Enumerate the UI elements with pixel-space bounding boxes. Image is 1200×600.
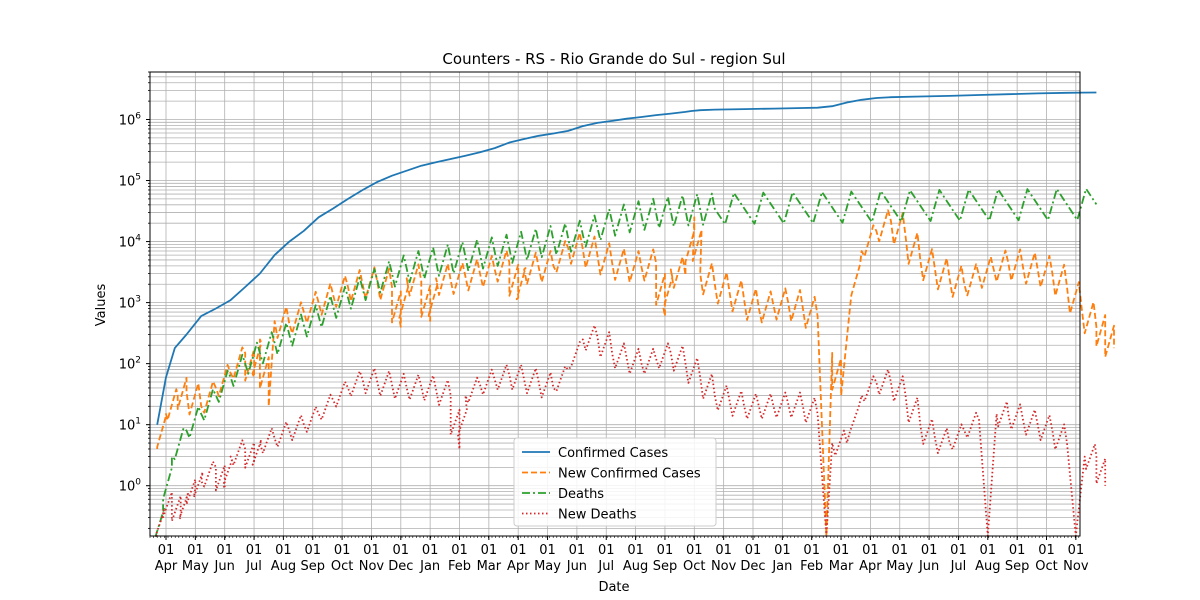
- x-tick-month: May: [886, 559, 913, 574]
- x-tick-day: 01: [569, 543, 586, 558]
- major-gridlines: [150, 72, 1080, 536]
- y-tick-label: 106: [119, 111, 142, 128]
- x-tick-day: 01: [275, 543, 292, 558]
- x-tick-day: 01: [598, 543, 615, 558]
- series-line: [154, 187, 1098, 537]
- x-tick-month: Jul: [597, 559, 614, 574]
- y-tick-label: 104: [119, 234, 142, 251]
- x-tick-day: 01: [304, 543, 321, 558]
- x-tick-day: 01: [745, 543, 762, 558]
- x-tick-day: 01: [862, 543, 879, 558]
- x-tick-day: 01: [950, 543, 967, 558]
- x-tick-month: Nov: [1063, 559, 1089, 574]
- y-tick-label: 101: [119, 417, 141, 434]
- x-tick-month: May: [182, 559, 209, 574]
- plot-area: [149, 71, 1081, 537]
- x-tick-day: 01: [422, 543, 439, 558]
- x-tick-month: Apr: [859, 559, 882, 574]
- x-tick-day: 01: [246, 543, 263, 558]
- legend-label: New Deaths: [558, 508, 637, 523]
- chart-title: Counters - RS - Rio Grande do Sul - regi…: [442, 50, 785, 68]
- x-tick-month: Jul: [950, 559, 967, 574]
- x-tick-month: May: [534, 559, 561, 574]
- x-tick-month: Jan: [419, 559, 440, 574]
- y-tick-label: 105: [119, 173, 141, 190]
- x-tick-day: 01: [891, 543, 908, 558]
- x-tick-month: Sep: [300, 559, 325, 574]
- x-axis: 01Apr01May01Jun01Jul01Aug01Sep01Oct01Nov…: [149, 536, 1089, 574]
- x-tick-month: Jun: [918, 559, 939, 574]
- x-tick-month: Oct: [683, 559, 705, 574]
- x-tick-day: 01: [481, 543, 498, 558]
- x-tick-month: Sep: [1005, 559, 1030, 574]
- y-tick-label: 102: [119, 356, 141, 373]
- x-tick-month: Dec: [740, 559, 765, 574]
- y-tick-label: 103: [119, 295, 141, 312]
- x-tick-day: 01: [216, 543, 233, 558]
- x-tick-day: 01: [774, 543, 791, 558]
- x-tick-month: Apr: [507, 559, 530, 574]
- x-tick-month: Oct: [331, 559, 353, 574]
- x-tick-month: Feb: [448, 559, 471, 574]
- x-tick-day: 01: [833, 543, 850, 558]
- x-tick-month: Nov: [359, 559, 385, 574]
- y-axis: 100 101 102 103 104 105 106: [119, 71, 150, 529]
- x-tick-day: 01: [393, 543, 410, 558]
- series-line: [156, 91, 1097, 425]
- legend-box: [513, 437, 717, 527]
- x-tick-day: 01: [921, 543, 938, 558]
- x-tick-month: Jun: [566, 559, 587, 574]
- x-tick-day: 01: [1038, 543, 1055, 558]
- legend-label: Confirmed Cases: [558, 446, 668, 461]
- legend-label: Deaths: [558, 487, 604, 502]
- series-layer: [154, 91, 1115, 537]
- x-tick-month: Jul: [245, 559, 262, 574]
- x-tick-day: 01: [980, 543, 997, 558]
- x-tick-day: 01: [803, 543, 820, 558]
- x-tick-month: Nov: [711, 559, 737, 574]
- y-axis-label: Values: [94, 284, 109, 327]
- x-tick-day: 01: [363, 543, 380, 558]
- series-line: [154, 324, 1107, 537]
- x-tick-day: 01: [715, 543, 732, 558]
- y-tick-label: 100: [119, 478, 142, 495]
- x-axis-label: Date: [598, 580, 629, 595]
- x-tick-day: 01: [1009, 543, 1026, 558]
- x-tick-month: Oct: [1035, 559, 1057, 574]
- legend-label: New Confirmed Cases: [558, 467, 701, 482]
- x-tick-day: 01: [657, 543, 674, 558]
- x-tick-month: Mar: [829, 559, 854, 574]
- x-tick-month: Aug: [975, 559, 1000, 574]
- series-line: [156, 209, 1115, 537]
- x-tick-day: 01: [334, 543, 351, 558]
- x-tick-day: 01: [510, 543, 527, 558]
- x-tick-month: Dec: [388, 559, 413, 574]
- x-tick-month: Aug: [271, 559, 296, 574]
- x-tick-day: 01: [686, 543, 703, 558]
- x-tick-month: Sep: [653, 559, 678, 574]
- x-tick-day: 01: [539, 543, 556, 558]
- legend: Confirmed Cases New Confirmed Cases Deaths…: [513, 437, 717, 527]
- x-tick-month: Aug: [623, 559, 648, 574]
- x-tick-month: Jan: [771, 559, 792, 574]
- x-tick-day: 01: [451, 543, 468, 558]
- x-tick-day: 01: [158, 543, 175, 558]
- x-tick-month: Jun: [214, 559, 235, 574]
- x-tick-day: 01: [1068, 543, 1085, 558]
- x-tick-day: 01: [187, 543, 204, 558]
- x-tick-month: Feb: [800, 559, 823, 574]
- x-tick-month: Mar: [477, 559, 502, 574]
- x-tick-month: Apr: [155, 559, 178, 574]
- x-tick-day: 01: [627, 543, 644, 558]
